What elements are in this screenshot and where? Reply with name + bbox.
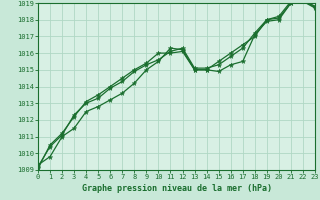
- X-axis label: Graphe pression niveau de la mer (hPa): Graphe pression niveau de la mer (hPa): [82, 184, 271, 193]
